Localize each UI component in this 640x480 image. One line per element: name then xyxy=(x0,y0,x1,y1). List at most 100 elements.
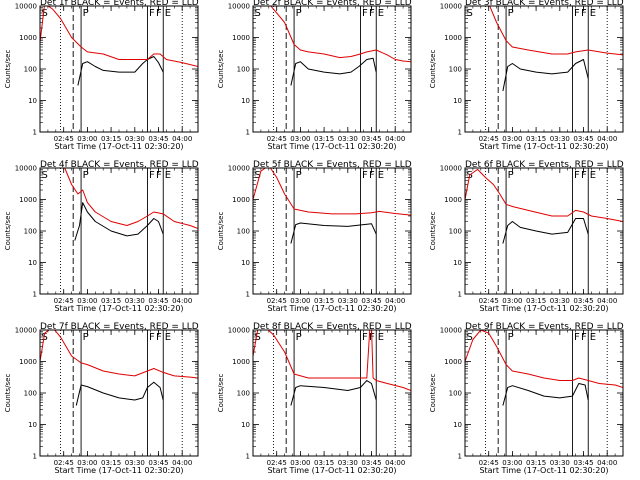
plot-frame xyxy=(39,167,199,295)
segment-marker: S xyxy=(42,170,48,181)
y-axis: 1 10 100 1000 10000 xyxy=(228,3,411,137)
x-axis-label: Start Time (17-Oct-11 02:30:20) xyxy=(479,304,608,313)
plot-frame xyxy=(39,329,199,457)
y-tick-label: 100 xyxy=(449,66,462,74)
x-tick-label: 03:45 xyxy=(361,297,381,305)
segment-marker: F xyxy=(149,332,155,343)
y-axis: 1 10 100 1000 10000 xyxy=(440,165,623,299)
y-tick-label: 1 xyxy=(458,129,462,137)
x-tick-label: 03:15 xyxy=(526,459,546,467)
time-markers xyxy=(273,330,396,456)
x-axis: 02:45 03:00 03:15 03:30 03:45 04:00 xyxy=(472,6,617,143)
panel-title: Det 1f BLACK = Events, RED = LLD xyxy=(40,0,199,8)
x-axis-label: Start Time (17-Oct-11 02:30:20) xyxy=(267,304,396,313)
x-tick-label: 03:30 xyxy=(338,135,358,143)
segment-marker: P xyxy=(508,170,514,181)
series-group xyxy=(489,6,623,92)
segment-marker: F xyxy=(581,332,587,343)
y-axis-label: Counts/sec xyxy=(4,50,12,89)
x-tick-label: 04:00 xyxy=(597,297,617,305)
y-tick-label: 1000 xyxy=(444,358,462,366)
y-tick-label: 100 xyxy=(24,66,37,74)
x-tick-label: 02:45 xyxy=(54,135,74,143)
segment-marker: S xyxy=(42,332,48,343)
y-tick-label: 10000 xyxy=(440,3,462,11)
x-tick-label: 03:45 xyxy=(573,135,593,143)
segment-marker: F xyxy=(156,170,162,181)
events-series-line xyxy=(502,383,589,406)
y-tick-label: 1000 xyxy=(19,358,37,366)
segment-marker: F xyxy=(362,8,368,19)
segment-marker: E xyxy=(378,170,384,181)
segment-marker: F xyxy=(362,170,368,181)
y-axis-label: Counts/sec xyxy=(4,374,12,413)
x-tick-label: 03:30 xyxy=(338,297,358,305)
x-tick-label: 03:45 xyxy=(573,297,593,305)
detector-panel: Det 2f BLACK = Events, RED = LLD 1 10 100 10… xyxy=(217,0,412,151)
x-tick-label: 04:00 xyxy=(597,135,617,143)
y-tick-label: 10 xyxy=(453,421,462,429)
x-tick-label: 03:30 xyxy=(550,459,570,467)
segment-marker: F xyxy=(581,170,587,181)
series-group xyxy=(64,168,198,241)
x-tick-label: 02:45 xyxy=(267,459,287,467)
x-axis-label: Start Time (17-Oct-11 02:30:20) xyxy=(479,466,608,475)
x-tick-label: 02:45 xyxy=(54,297,74,305)
y-tick-label: 100 xyxy=(24,390,37,398)
series-group xyxy=(270,6,411,86)
y-axis-label: Counts/sec xyxy=(4,212,12,251)
lld-series-line xyxy=(40,6,198,67)
x-axis: 02:45 03:00 03:15 03:30 03:45 04:00 xyxy=(260,330,405,467)
y-tick-label: 1000 xyxy=(19,34,37,42)
segment-marker: F xyxy=(369,170,375,181)
x-tick-label: 03:30 xyxy=(338,459,358,467)
segment-marker: S xyxy=(255,170,261,181)
segment-marker: F xyxy=(362,332,368,343)
x-axis: 02:45 03:00 03:15 03:30 03:45 04:00 xyxy=(47,168,192,305)
x-tick-label: 03:30 xyxy=(550,297,570,305)
panel-title: Det 2f BLACK = Events, RED = LLD xyxy=(253,0,412,8)
plot-frame xyxy=(464,167,624,295)
y-tick-label: 1 xyxy=(458,453,462,461)
x-tick-label: 04:00 xyxy=(597,459,617,467)
segment-marker: P xyxy=(83,332,89,343)
series-group xyxy=(40,330,198,406)
events-series-line xyxy=(502,59,589,92)
segment-marker: F xyxy=(574,332,580,343)
panel-title: Det 4f BLACK = Events, RED = LLD xyxy=(40,160,199,170)
x-tick-label: 03:15 xyxy=(101,459,121,467)
x-tick-label: 02:45 xyxy=(267,297,287,305)
panel-title: Det 7f BLACK = Events, RED = LLD xyxy=(40,322,199,332)
y-tick-label: 10000 xyxy=(15,3,37,11)
series-group xyxy=(465,168,623,244)
segment-marker: E xyxy=(590,332,596,343)
time-markers xyxy=(273,168,396,294)
x-axis-label: Start Time (17-Oct-11 02:30:20) xyxy=(479,142,608,151)
lld-series-line xyxy=(489,6,623,56)
y-tick-label: 10 xyxy=(28,259,37,267)
x-tick-label: 03:00 xyxy=(77,297,97,305)
segment-marker: P xyxy=(508,332,514,343)
segment-marker: S xyxy=(255,332,261,343)
y-tick-label: 1 xyxy=(246,291,250,299)
segment-marker: E xyxy=(378,8,384,19)
segment-marker: F xyxy=(149,170,155,181)
segment-marker: E xyxy=(378,332,384,343)
segment-marker: E xyxy=(165,332,171,343)
segment-marker: S xyxy=(255,8,261,19)
events-series-line xyxy=(75,381,164,406)
x-axis: 02:45 03:00 03:15 03:30 03:45 04:00 xyxy=(472,168,617,305)
x-axis-label: Start Time (17-Oct-11 02:30:20) xyxy=(54,304,183,313)
segment-marker: F xyxy=(156,332,162,343)
y-axis-label: Counts/sec xyxy=(217,374,225,413)
y-tick-label: 10 xyxy=(241,259,250,267)
plot-frame xyxy=(464,5,624,133)
y-tick-label: 1 xyxy=(33,129,37,137)
y-tick-label: 1 xyxy=(458,291,462,299)
detector-panel: Det 3f BLACK = Events, RED = LLD 1 10 100 10… xyxy=(429,0,624,151)
x-tick-label: 03:15 xyxy=(314,459,334,467)
x-tick-label: 03:15 xyxy=(101,297,121,305)
detector-panel: Det 6f BLACK = Events, RED = LLD 1 10 100 10… xyxy=(429,160,624,313)
